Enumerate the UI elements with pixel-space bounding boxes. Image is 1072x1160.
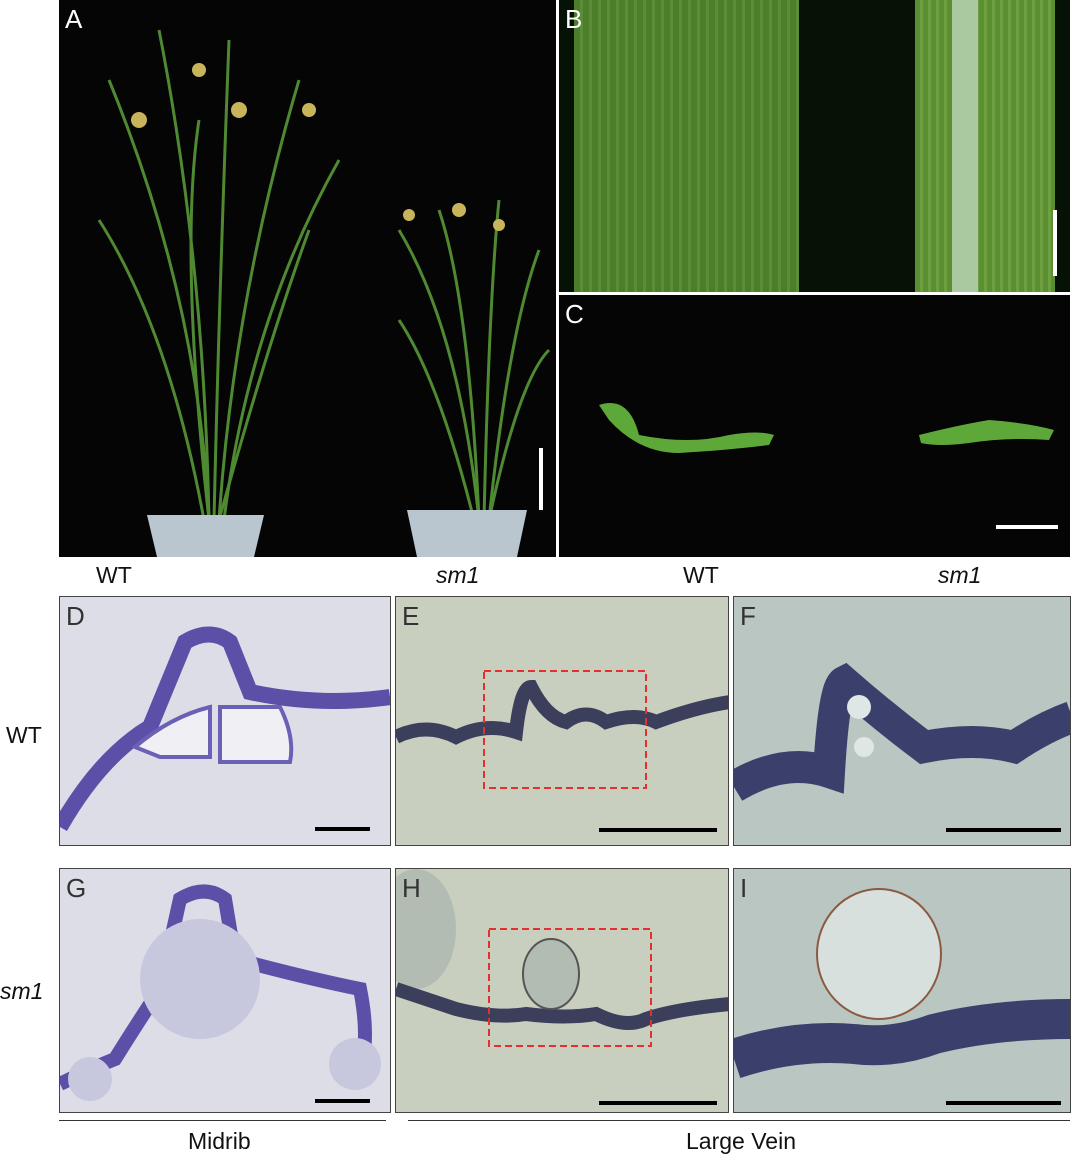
scale-bar — [946, 828, 1061, 832]
wt-leaf-image — [574, 0, 799, 292]
label-sm1: sm1 — [436, 562, 480, 588]
panel-g-midrib-sm1: G — [59, 868, 391, 1113]
micrograph — [60, 884, 381, 1101]
scale-bar — [599, 1101, 717, 1105]
label-midrib: Midrib — [188, 1128, 251, 1154]
scale-bar — [599, 828, 717, 832]
label-wt: WT — [96, 562, 132, 588]
row-label-sm1: sm1 — [0, 978, 44, 1004]
scale-bar — [1053, 210, 1057, 276]
panel-label-f: F — [740, 601, 756, 631]
panel-b-leaves: B — [559, 0, 1070, 292]
scale-bar — [539, 448, 543, 510]
panel-i-large-vein-sm1-zoom: I — [733, 868, 1071, 1113]
panel-c-leaf-sections: C — [559, 295, 1070, 557]
scale-bar — [996, 525, 1058, 529]
micrograph — [734, 888, 1070, 1079]
label-sm1: sm1 — [938, 562, 982, 588]
row-label-wt: WT — [6, 722, 42, 748]
panel-f-large-vein-wt-zoom: F — [733, 596, 1071, 846]
panel-h-large-vein-sm1: H — [395, 868, 729, 1113]
scale-bar — [315, 1099, 370, 1103]
panel-d-midrib-wt: D — [59, 596, 391, 846]
panel-label-h: H — [402, 873, 421, 903]
scale-bar — [946, 1101, 1061, 1105]
panel-label-d: D — [66, 601, 85, 631]
large-vein-bracket-line — [408, 1120, 1070, 1121]
label-wt: WT — [683, 562, 719, 588]
panel-a-plants: A — [59, 0, 556, 557]
micrograph — [60, 626, 390, 831]
micrograph — [396, 670, 728, 789]
leaf-cross-section-image — [599, 403, 1054, 453]
midrib-image — [952, 0, 978, 292]
micrograph — [734, 662, 1070, 801]
panel-label-b: B — [565, 4, 583, 34]
panel-label-e: E — [402, 601, 420, 631]
panel-label-a: A — [65, 4, 83, 34]
panel-e-large-vein-wt: E — [395, 596, 729, 846]
scale-bar — [315, 827, 370, 831]
micrograph — [396, 869, 728, 1047]
panel-label-i: I — [740, 873, 748, 903]
panel-label-g: G — [66, 873, 87, 903]
sm1-leaf-image — [915, 0, 1055, 292]
rice-plants-image — [97, 29, 551, 557]
midrib-bracket-line — [59, 1120, 386, 1121]
panel-label-c: C — [565, 299, 584, 329]
label-large-vein: Large Vein — [686, 1128, 796, 1154]
